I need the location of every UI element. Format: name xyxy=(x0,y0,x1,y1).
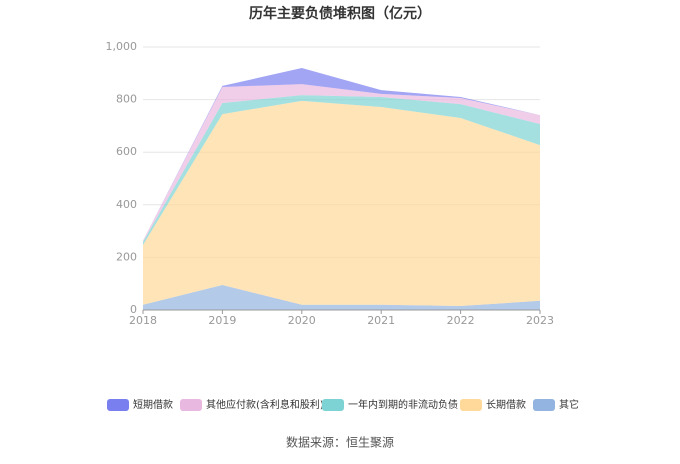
y-tick-label: 400 xyxy=(116,198,137,211)
y-tick-label: 200 xyxy=(116,250,137,263)
legend-label: 长期借款 xyxy=(486,398,526,411)
y-tick-label: 0 xyxy=(130,303,137,316)
legend-swatch xyxy=(533,399,555,411)
x-tick-label: 2018 xyxy=(129,314,157,327)
legend-label: 其它 xyxy=(559,398,579,411)
legend-label: 短期借款 xyxy=(133,398,173,411)
legend-swatch xyxy=(180,399,202,411)
y-tick-label: 800 xyxy=(116,93,137,106)
legend-swatch xyxy=(460,399,482,411)
source-note: 数据来源：恒生聚源 xyxy=(286,435,394,450)
legend-label: 一年内到期的非流动负债 xyxy=(348,398,458,411)
x-tick-label: 2020 xyxy=(288,314,316,327)
legend-swatch xyxy=(107,399,129,411)
y-tick-label: 1,000 xyxy=(106,40,138,53)
x-tick-label: 2021 xyxy=(367,314,395,327)
area xyxy=(143,100,540,307)
x-tick-label: 2019 xyxy=(208,314,236,327)
x-tick-label: 2023 xyxy=(526,314,554,327)
x-tick-label: 2022 xyxy=(447,314,475,327)
chart-title: 历年主要负债堆积图（亿元） xyxy=(249,5,431,22)
legend-label: 其他应付款(含利息和股利) xyxy=(206,398,324,411)
area xyxy=(143,285,540,310)
y-tick-label: 600 xyxy=(116,145,137,158)
legend-swatch xyxy=(322,399,344,411)
